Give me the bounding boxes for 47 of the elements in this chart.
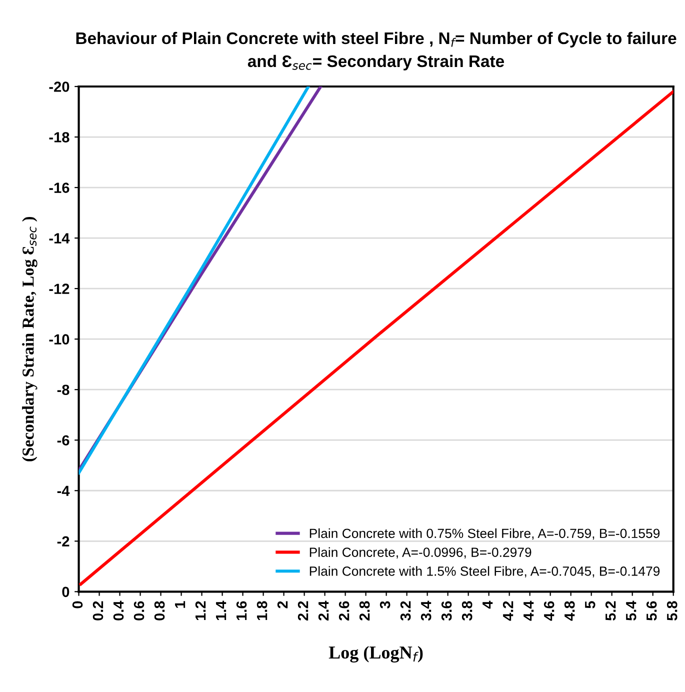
x-tick-label: 2 [277, 601, 288, 608]
x-tick-label: 0.8 [154, 601, 165, 620]
x-tick-label: 4.8 [564, 601, 575, 621]
x-tick-label: 4.4 [524, 600, 534, 621]
y-tick-label: -4 [57, 486, 70, 496]
x-tick-label: 3 [380, 601, 390, 608]
x-tick-label: 1.2 [195, 601, 206, 620]
x-tick-label: 3.2 [400, 601, 411, 621]
y-tick-label: -10 [49, 334, 70, 345]
legend-label: Plain Concrete with 1.5% Steel Fibre, A=-0.7045, B=-0.1479 [310, 566, 660, 578]
x-tick-label: 3.6 [441, 601, 452, 621]
x-tick-label: 4.2 [502, 601, 514, 621]
x-tick-label: 1 [175, 601, 186, 608]
legend-label: Plain Concrete, A=-0.0996, B=-0.2979 [310, 547, 532, 559]
x-tick-label: 5.6 [646, 601, 657, 621]
y-tick-label: -18 [49, 132, 70, 142]
y-axis-title: (Secondary Strain Rate, Log Ɛ$_{sec}$ ) [22, 216, 38, 462]
y-tick-label: -6 [57, 435, 70, 446]
x-tick-label: 5 [585, 601, 596, 608]
x-tick-label: 5.8 [666, 601, 678, 621]
y-tick-label: -12 [49, 284, 70, 294]
x-tick-label: 2.2 [298, 601, 308, 620]
legend-label: Plain Concrete with 0.75% Steel Fibre, A=-0.759, B=-0.1559 [310, 528, 660, 540]
x-tick-label: 4.6 [544, 601, 554, 621]
x-tick-label: 1.6 [236, 601, 247, 620]
x-tick-label: 5.2 [605, 601, 616, 621]
x-tick-label: 3.8 [462, 601, 472, 621]
x-tick-label: 4 [482, 600, 493, 609]
x-tick-label: 0.2 [92, 601, 104, 620]
y-tick-label: -20 [49, 82, 70, 92]
x-tick-label: 1.8 [256, 601, 268, 620]
x-tick-label: 1.4 [216, 600, 226, 620]
y-tick-label: -8 [57, 384, 70, 396]
x-tick-label: 2.4 [318, 600, 329, 620]
x-tick-label: 0.4 [113, 600, 124, 620]
x-tick-label: 2.6 [338, 601, 350, 620]
x-tick-label: 0 [72, 601, 83, 608]
x-axis-title: Log (LogN$_{f}$) [328, 646, 423, 662]
x-tick-label: 3.4 [420, 600, 432, 621]
x-tick-label: 5.4 [626, 600, 636, 621]
chart-title: Behaviour of Plain Concrete with steel Fibre , N$_{f}$= Number of Cycle to failure and Ɛ$_{sec}$= Secondary Strain Rate [76, 32, 676, 70]
y-tick-label: -2 [57, 536, 70, 546]
x-tick-label: 0.6 [134, 601, 144, 620]
y-tick-label: 0 [62, 586, 70, 598]
x-tick-label: 2.8 [359, 601, 370, 620]
y-tick-label: -16 [49, 182, 70, 193]
y-tick-label: -14 [49, 233, 70, 244]
